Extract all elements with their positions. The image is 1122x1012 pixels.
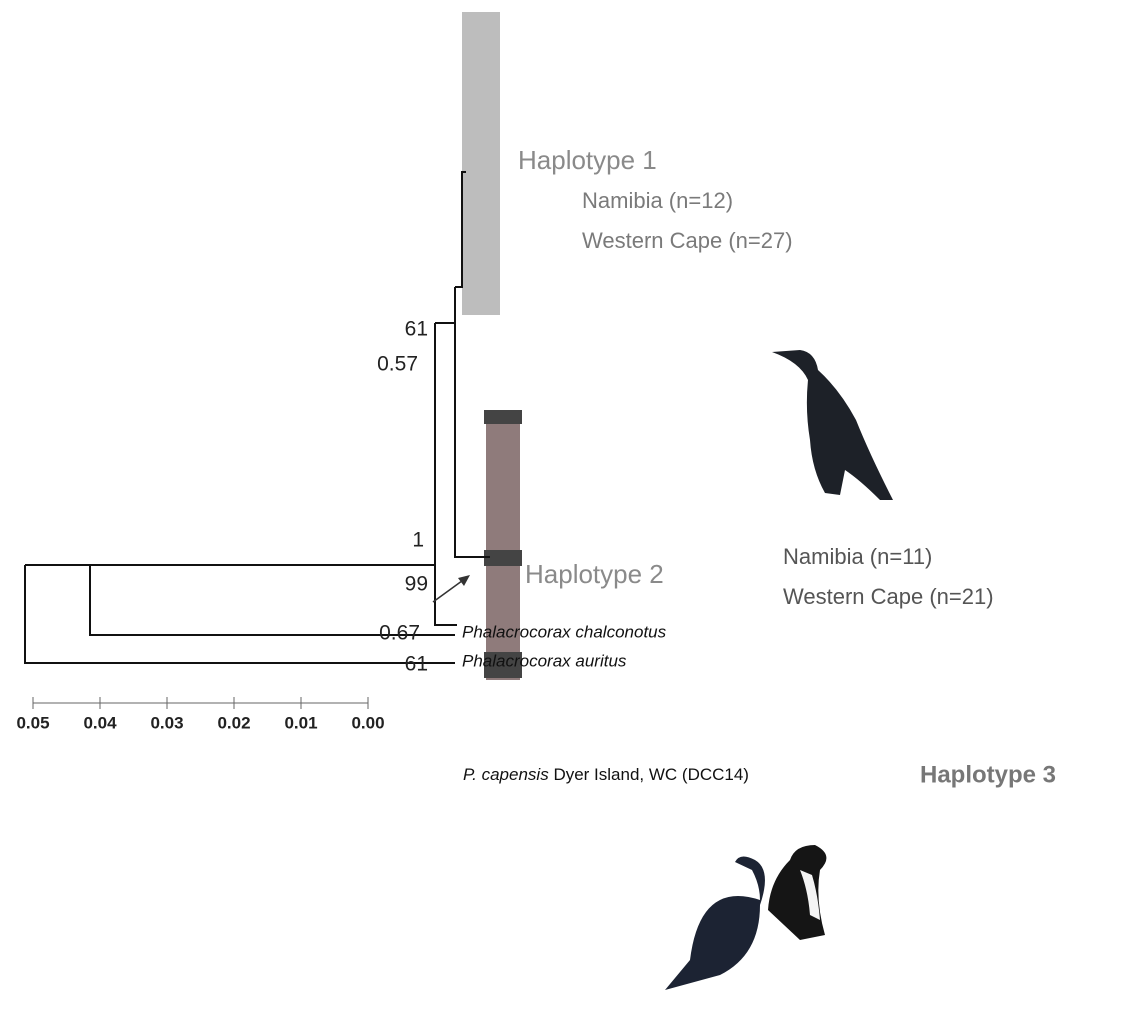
taxon: Phalacrocorax chalconotus (462, 622, 667, 641)
sample: Dyer Island, WC (DCC14) (553, 765, 749, 784)
bird (772, 350, 893, 500)
support: 0.67 (379, 622, 420, 645)
taxon: Phalacrocorax auritus (462, 651, 627, 670)
tick-label: 0.03 (150, 713, 183, 732)
support: 61 (405, 653, 428, 676)
support: 1 (412, 529, 424, 552)
location: Namibia (n=11) (783, 544, 932, 569)
arrow-head (458, 575, 470, 586)
tick-label: 0.04 (83, 713, 117, 732)
tick-label: 0.01 (284, 713, 317, 732)
tick-label: 0.02 (217, 713, 250, 732)
support: 99 (405, 573, 428, 596)
support: 0.57 (377, 353, 418, 376)
clade-label: Haplotype 1 (518, 145, 657, 175)
branch (435, 323, 457, 625)
location: Western Cape (n=21) (783, 584, 994, 609)
clade-label: Haplotype 2 (525, 559, 664, 589)
bird (768, 845, 826, 940)
location: Namibia (n=12) (582, 188, 733, 213)
tick-label: 0.05 (16, 713, 49, 732)
sample-label: P. capensis Dyer Island, WC (DCC14) (463, 765, 749, 784)
band (484, 410, 522, 424)
tick-label: 0.00 (351, 713, 384, 732)
haplotype1-bar (462, 12, 500, 315)
scale-axis: 0.05 0.04 0.03 0.02 0.01 0.00 (16, 697, 384, 732)
species: P. capensis (463, 765, 549, 784)
bird (665, 856, 765, 990)
location: Western Cape (n=27) (582, 228, 793, 253)
support: 61 (405, 318, 428, 341)
phylogenetic-tree: Haplotype 1 Namibia (n=12) Western Cape … (0, 0, 1122, 1007)
clade-label: Haplotype 3 (920, 761, 1056, 788)
